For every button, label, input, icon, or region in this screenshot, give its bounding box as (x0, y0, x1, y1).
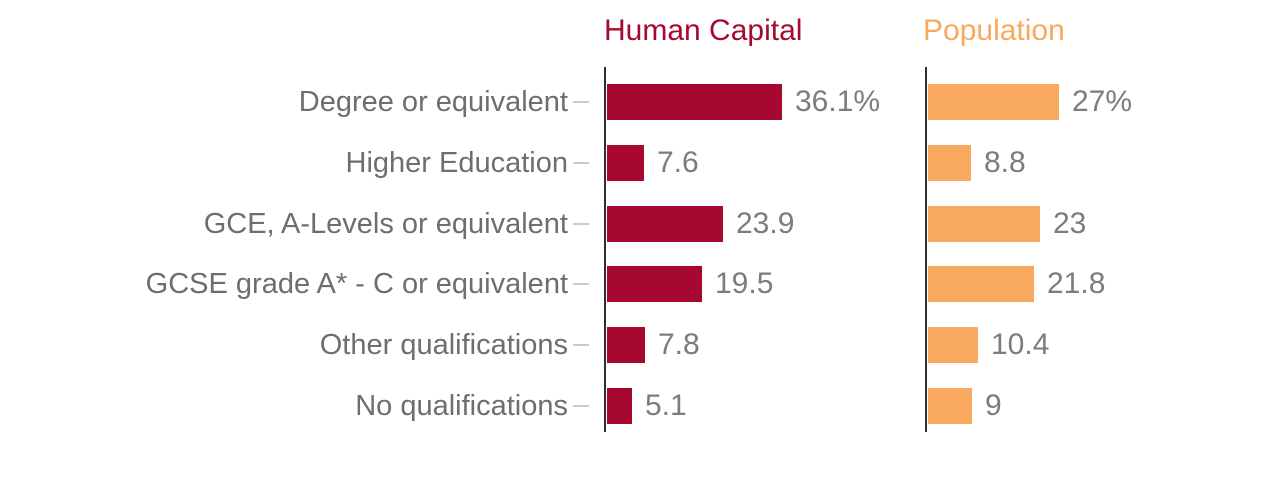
population-value-5: 9 (985, 389, 1002, 422)
chart-row: GCSE grade A* - C or equivalent 19.5 21.8 (0, 266, 1280, 303)
category-tick-mark (573, 344, 589, 347)
category-label: Degree or equivalent (298, 86, 568, 118)
population-bar-2 (928, 205, 1040, 242)
chart-row: Higher Education 7.6 8.8 (0, 144, 1280, 181)
chart-row: Degree or equivalent 36.1% 27% (0, 84, 1280, 120)
population-bar-3 (928, 266, 1034, 303)
human-capital-bar-5 (607, 388, 632, 424)
chart-row: No qualifications 5.1 9 (0, 388, 1280, 424)
human-capital-bar-2 (607, 205, 723, 242)
population-bar-4 (928, 327, 978, 364)
human-capital-value-3: 19.5 (715, 267, 774, 301)
chart-row: Other qualifications 7.8 10.4 (0, 327, 1280, 364)
population-value-2: 23 (1053, 206, 1087, 240)
category-label: Higher Education (345, 146, 568, 179)
series-title-population: Population (923, 14, 1065, 47)
population-value-0: 27% (1072, 85, 1133, 118)
human-capital-bar-0 (607, 84, 782, 120)
population-value-4: 10.4 (991, 328, 1050, 362)
category-label: GCE, A-Levels or equivalent (203, 207, 568, 240)
human-capital-y-axis-line (604, 67, 606, 432)
category-tick-mark (573, 222, 589, 225)
human-capital-bar-3 (607, 266, 702, 303)
population-bar-0 (928, 84, 1059, 120)
category-tick-mark (573, 161, 589, 164)
population-bar-5 (928, 388, 972, 424)
human-capital-value-1: 7.6 (657, 145, 699, 179)
human-capital-value-5: 5.1 (645, 389, 687, 422)
category-tick-mark (573, 283, 589, 286)
category-label: No qualifications (355, 390, 568, 422)
chart-row: GCE, A-Levels or equivalent 23.9 23 (0, 205, 1280, 242)
category-tick-mark (573, 101, 589, 103)
population-value-3: 21.8 (1047, 267, 1106, 301)
population-y-axis-line (925, 67, 927, 432)
population-value-1: 8.8 (984, 145, 1026, 179)
category-label: GCSE grade A* - C or equivalent (145, 268, 568, 301)
series-title-human-capital: Human Capital (604, 14, 803, 47)
category-tick-mark (573, 405, 589, 407)
human-capital-bar-4 (607, 327, 645, 364)
category-label: Other qualifications (319, 329, 568, 362)
human-capital-value-2: 23.9 (736, 206, 795, 240)
human-capital-value-0: 36.1% (795, 85, 881, 118)
population-bar-1 (928, 144, 971, 181)
human-capital-bar-1 (607, 144, 644, 181)
human-capital-value-4: 7.8 (658, 328, 700, 362)
